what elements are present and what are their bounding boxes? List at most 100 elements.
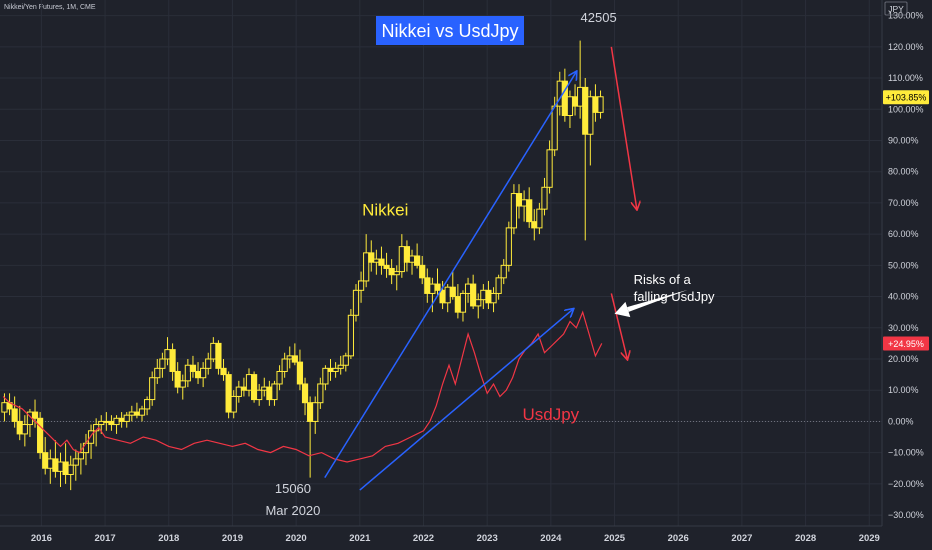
candle-body-down: [16, 420, 23, 435]
candle: [322, 365, 329, 391]
x-tick-label: 2021: [349, 533, 371, 544]
candle-body-down: [42, 452, 49, 469]
candle-body-down: [592, 96, 599, 113]
candle-body-up: [398, 246, 405, 273]
risk-callout-arrow-head: [614, 301, 631, 318]
candle: [541, 177, 548, 216]
candle: [505, 221, 512, 272]
candle-body-down: [11, 408, 18, 422]
candle-body-up: [57, 461, 64, 472]
annotation-4: Mar 2020: [265, 503, 320, 518]
candle-body-up: [587, 96, 594, 135]
candle-body-up: [551, 105, 558, 151]
y-tick-label: 70.00%: [888, 198, 919, 208]
candle: [510, 184, 518, 235]
candle-body-up: [444, 286, 451, 304]
candle: [210, 337, 217, 363]
candle-body-down: [301, 383, 309, 404]
candle-body-up: [505, 227, 512, 266]
x-axis[interactable]: 2016 2017 2018 2019 2020 2021 2022 2023 2024 2025…: [0, 525, 932, 550]
candle: [490, 287, 497, 313]
candle: [312, 396, 319, 434]
candle-body-down: [133, 411, 141, 416]
candle-body-down: [378, 258, 385, 266]
grid: [0, 0, 882, 526]
candle-body-down: [470, 283, 477, 307]
candle-body-down: [225, 374, 232, 413]
candle: [398, 234, 405, 278]
annotation-1: UsdJpy: [523, 405, 580, 424]
candle: [500, 259, 507, 285]
candle-body-up: [480, 289, 487, 301]
candle: [16, 405, 23, 441]
candle: [205, 352, 212, 375]
candle: [179, 374, 186, 400]
candle-body-up: [566, 96, 574, 117]
candle: [200, 362, 207, 388]
candle-body-down: [250, 374, 258, 401]
candle: [536, 202, 543, 235]
candle: [363, 234, 370, 288]
y-tick-label: 80.00%: [888, 167, 919, 177]
nikkei-drop-arrow: [610, 46, 636, 209]
candle: [159, 352, 166, 378]
candle-body-down: [531, 221, 538, 229]
candle-body-down: [307, 402, 314, 422]
candle: [144, 396, 151, 416]
candle-body-up: [490, 292, 497, 304]
candle-body-up: [521, 199, 528, 207]
candle-body-down: [414, 255, 421, 266]
candle-body-up: [459, 292, 467, 313]
candle-body-up: [342, 355, 349, 366]
y-tick-label: −30.00%: [888, 510, 924, 520]
x-tick-label: 2016: [31, 533, 52, 544]
candle: [6, 393, 13, 416]
y-tick-label: 0.00%: [888, 416, 914, 426]
y-tick-label: 130.00%: [888, 11, 924, 21]
candle-body-up: [577, 86, 584, 107]
candle-body-down: [194, 370, 202, 379]
y-axis[interactable]: 130.00% 120.00% 110.00% 100.00% 90.00% 80.00%…: [881, 0, 929, 550]
candle: [459, 290, 467, 322]
candle-body-down: [215, 342, 222, 369]
x-tick-label: 2024: [540, 533, 562, 544]
candle-body-up: [87, 430, 95, 444]
candle: [434, 268, 441, 297]
y-tick-label: 30.00%: [888, 323, 919, 333]
candle-body-down: [174, 370, 181, 388]
candle-body-down: [403, 246, 411, 263]
candle-body-down: [52, 458, 59, 472]
candle: [561, 68, 568, 122]
candle-body-down: [240, 386, 248, 391]
currency-badge-frame: [884, 1, 908, 16]
candle: [113, 415, 120, 434]
currency-badge[interactable]: JPY: [884, 1, 908, 16]
candle: [327, 358, 334, 381]
candle: [368, 240, 375, 272]
candle: [597, 90, 604, 119]
candle: [454, 284, 461, 319]
candle: [286, 346, 293, 369]
candle-body-up: [179, 380, 186, 388]
candle: [26, 408, 34, 438]
y-tick-label: 20.00%: [888, 354, 919, 364]
candle-body-up: [597, 96, 604, 113]
candle: [194, 362, 202, 384]
candle-body-up: [332, 367, 339, 372]
candle-body-up: [82, 442, 90, 454]
candle: [37, 412, 44, 459]
value-badge-usdjpy: +24.95%: [883, 336, 929, 351]
candle: [408, 249, 416, 275]
nikkei-trend-arrow: [324, 72, 577, 479]
candle-body-down: [118, 417, 125, 422]
candle-body-down: [454, 296, 461, 313]
candle: [317, 377, 324, 409]
candle: [128, 405, 135, 422]
x-tick-label: 2026: [668, 533, 689, 544]
candle-body-up: [245, 374, 253, 391]
candle: [149, 371, 156, 406]
candle-body-up: [210, 342, 217, 360]
y-tick-label: 110.00%: [888, 73, 923, 83]
candle-body-up: [235, 386, 242, 397]
